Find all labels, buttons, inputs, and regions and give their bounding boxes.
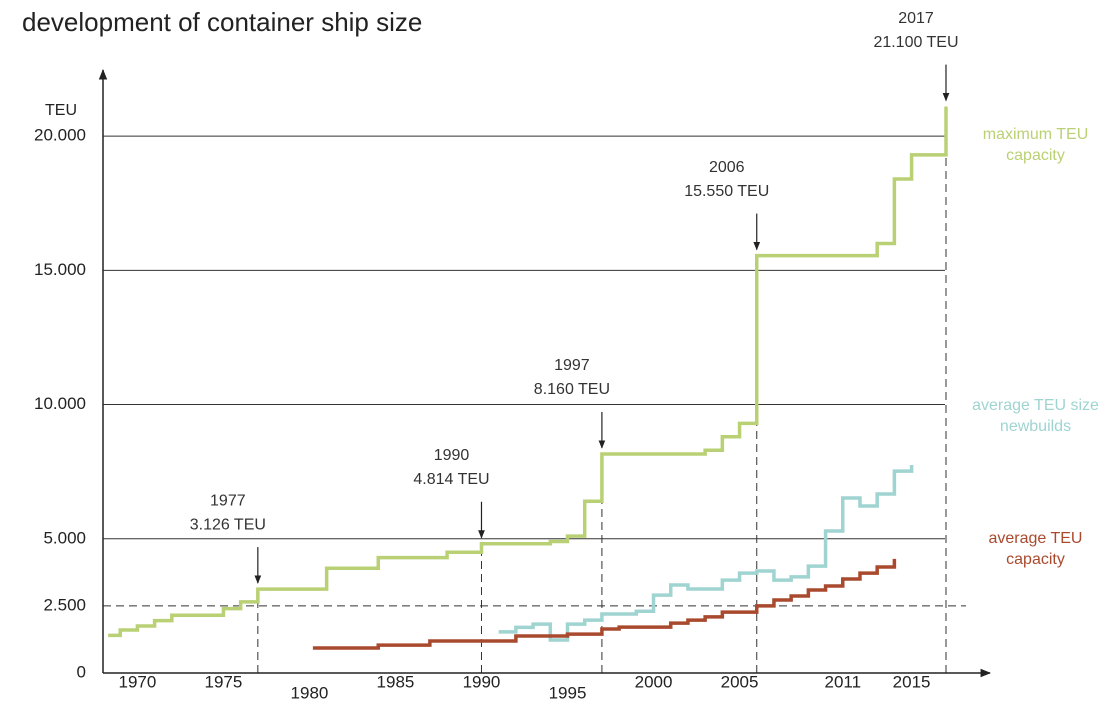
series-label: maximum TEU capacity	[982, 126, 1089, 164]
y-axis-label: TEU	[45, 102, 77, 119]
x-tick-label: 2011	[824, 672, 861, 691]
y-tick-label: 20.000	[34, 126, 86, 145]
step-line	[108, 106, 948, 638]
x-tick-label: 1970	[118, 672, 156, 691]
series-label: average TEU capacity	[988, 530, 1083, 568]
annotation-text: 15.550 TEU	[684, 183, 769, 200]
y-tick-label: 5.000	[43, 528, 86, 547]
annotation-text: 1977	[210, 492, 246, 509]
x-tick-label: 1985	[377, 672, 415, 691]
annotation-text: 3.126 TEU	[190, 516, 266, 533]
y-tick-label: 0	[77, 662, 86, 681]
grid	[103, 106, 966, 673]
step-line	[312, 558, 897, 650]
annotation-text: 21.100 TEU	[873, 34, 958, 51]
annotation-text: 4.814 TEU	[413, 471, 489, 488]
annotation-text: 1990	[434, 447, 470, 464]
x-tick-label: 2000	[635, 672, 673, 691]
y-tick-label: 15.000	[34, 260, 86, 279]
y-tick-label: 10.000	[34, 394, 86, 413]
x-tick-label: 1975	[205, 672, 243, 691]
y-tick-label: 2.500	[43, 595, 86, 614]
annotation-text: 2017	[898, 10, 934, 27]
annotation-text: 2006	[709, 159, 745, 176]
annotation-text: 1997	[554, 357, 590, 374]
series-group	[108, 106, 948, 650]
x-tick-label: 2015	[893, 672, 931, 691]
chart-title: development of container ship size	[22, 7, 422, 37]
x-tick-label: 1995	[549, 683, 587, 702]
step-line	[498, 464, 914, 642]
x-tick-label: 1980	[291, 683, 329, 702]
x-tick-label: 2005	[721, 672, 759, 691]
x-tick-label: 1990	[463, 672, 501, 691]
series-label: average TEU size newbuilds	[972, 397, 1099, 435]
annotation-text: 8.160 TEU	[534, 381, 610, 398]
